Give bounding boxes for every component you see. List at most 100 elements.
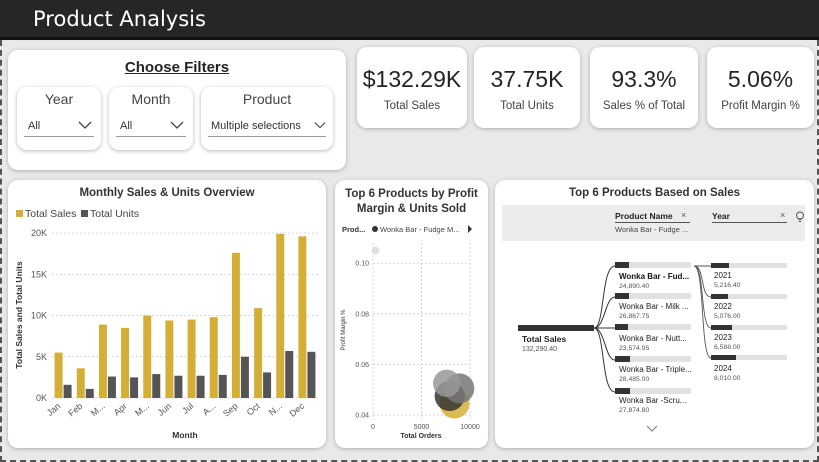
bar-total-units[interactable] <box>285 350 294 398</box>
tree-year-name: 2021 <box>714 271 732 280</box>
x-tick-label: M... <box>89 401 107 418</box>
tree-field1-value: Wonka Bar - Fudge ... <box>615 225 689 234</box>
x-tick-label: Apr <box>112 401 129 418</box>
bar-total-units[interactable] <box>130 377 139 398</box>
legend-next-arrow-icon[interactable] <box>468 225 472 233</box>
tree-product-name: Wonka Bar - Nutt... <box>619 334 687 343</box>
y-tick-label: 15K <box>31 269 47 279</box>
kpi-value: 37.75K <box>490 66 564 92</box>
tree-year-value: 5,076.00 <box>714 313 741 320</box>
x-tick-label: Jun <box>156 401 174 418</box>
bar-total-sales[interactable] <box>121 327 130 398</box>
scatter-x-tick-label: 10000 <box>460 424 480 431</box>
bar-total-units[interactable] <box>263 372 272 398</box>
bar-total-units[interactable] <box>240 356 249 398</box>
kpi-value: 5.06% <box>727 66 794 92</box>
tree-node-year[interactable]: 2022 5,076.00 <box>711 294 787 320</box>
bar-total-sales[interactable] <box>76 368 85 398</box>
tree-node-product[interactable]: Wonka Bar - Nutt... 23,574.95 <box>615 324 691 352</box>
bar-total-units[interactable] <box>152 374 161 398</box>
legend-item-marker <box>372 226 378 232</box>
y-tick-label: 0K <box>36 393 47 403</box>
bar-total-sales[interactable] <box>254 308 263 398</box>
bar-total-sales[interactable] <box>276 233 285 398</box>
bar-total-sales[interactable] <box>54 352 63 398</box>
year-dropdown[interactable]: All <box>24 115 94 137</box>
tree-year-value: 8,010.00 <box>714 375 741 382</box>
x-tick-label: Feb <box>66 401 84 419</box>
tree-root-label: Total Sales <box>522 334 567 344</box>
bar-total-units[interactable] <box>174 375 183 398</box>
bar-total-sales[interactable] <box>165 320 174 398</box>
bar-total-sales[interactable] <box>209 317 218 398</box>
x-tick-label: Jan <box>45 401 63 418</box>
tree-product-value: 26,867.75 <box>619 313 649 320</box>
month-slicer-label: Month <box>131 91 171 107</box>
chevron-down-icon <box>314 122 326 129</box>
tree-year-value: 5,216.40 <box>714 282 741 289</box>
page-title: Product Analysis <box>33 7 206 31</box>
x-tick-label: Jul <box>180 401 195 416</box>
kpi-caption: Total Sales <box>383 100 441 112</box>
bar-total-sales[interactable] <box>231 252 240 398</box>
tree-node-year[interactable]: 2023 6,588.00 <box>711 325 787 351</box>
tree-product-name: Wonka Bar -Scru... <box>619 396 686 405</box>
legend-item-label: Wonka Bar - Fudge M... <box>380 225 459 234</box>
kpi-card-sales-percent: 93.3% Sales % of Total <box>590 47 698 128</box>
x-axis-title: Month <box>172 430 198 440</box>
tree-year-name: 2024 <box>714 364 732 373</box>
bar-total-sales[interactable] <box>298 236 307 398</box>
legend-units-swatch <box>81 210 88 217</box>
bar-total-sales[interactable] <box>143 315 152 399</box>
legend-sales-swatch <box>16 210 23 217</box>
x-tick-label: A... <box>201 401 218 417</box>
chevron-down-icon <box>170 121 184 129</box>
decomposition-tree: Total Sales 132,290.40 Wonka Bar - Fud..… <box>518 262 787 432</box>
y-tick-label: 20K <box>31 228 47 238</box>
year-slicer-label: Year <box>44 91 74 107</box>
bar-total-units[interactable] <box>63 384 72 398</box>
year-slicer: Year All <box>17 87 101 150</box>
bar-total-units[interactable] <box>307 351 316 398</box>
y-tick-label: 5K <box>36 352 47 362</box>
tree-field1-clear-icon[interactable]: × <box>681 210 687 220</box>
scatter-point[interactable] <box>433 369 461 398</box>
bar-total-units[interactable] <box>196 375 205 398</box>
tree-product-name: Wonka Bar - Milk ... <box>619 302 689 311</box>
bar-total-units[interactable] <box>218 374 227 398</box>
scatter-chart: Prod... Wonka Bar - Fudge M... 0.04 0.06 0… <box>341 225 480 440</box>
product-dropdown[interactable]: Multiple selections <box>208 115 326 137</box>
scatter-point[interactable] <box>371 246 380 255</box>
tree-node-product[interactable]: Wonka Bar - Fud... 24,890.40 <box>615 262 691 290</box>
month-dropdown[interactable]: All <box>116 115 186 137</box>
expand-more-chevron-icon[interactable] <box>646 425 658 432</box>
tree-node-year[interactable]: 2021 5,216.40 <box>711 263 787 289</box>
scatter-chart-title: Top 6 Products by Profit Margin & Units … <box>335 187 488 217</box>
product-slicer: Product Multiple selections <box>201 87 333 150</box>
tree-node-product[interactable]: Wonka Bar -Scru... 27,874.80 <box>615 388 691 414</box>
bar-total-sales[interactable] <box>98 324 107 398</box>
tree-node-product[interactable]: Wonka Bar - Milk ... 26,867.75 <box>615 293 691 320</box>
bar-total-units[interactable] <box>85 388 94 398</box>
decomposition-tree-card: Top 6 Products Based on Sales Product Na… <box>495 180 814 448</box>
tree-root-value: 132,290.40 <box>522 346 557 353</box>
chevron-down-icon <box>78 121 92 129</box>
product-dropdown-value: Multiple selections <box>211 120 301 132</box>
tree-product-value: 27,874.80 <box>619 407 649 414</box>
bar-total-units[interactable] <box>107 376 116 398</box>
tree-field2-clear-icon[interactable]: × <box>780 210 786 220</box>
kpi-card-total-units: 37.75K Total Units <box>474 47 580 128</box>
tree-connectors-products <box>593 265 616 393</box>
x-tick-label: Oct <box>245 401 263 418</box>
year-dropdown-value: All <box>28 120 41 132</box>
kpi-value: $132.29K <box>362 66 462 92</box>
tree-node-year[interactable]: 2024 8,010.00 <box>711 355 787 382</box>
tree-node-product[interactable]: Wonka Bar - Triple... 28,485.00 <box>615 356 692 383</box>
legend-field-label: Prod... <box>342 225 365 234</box>
bar-total-sales[interactable] <box>187 319 196 398</box>
monthly-chart-card: Monthly Sales & Units Overview Total Sal… <box>8 180 326 448</box>
lightbulb-icon[interactable] <box>795 211 805 223</box>
scatter-title-line2: Margin & Units Sold <box>356 203 467 215</box>
kpi-caption: Total Units <box>500 100 554 112</box>
tree-year-value: 6,588.00 <box>714 344 741 351</box>
